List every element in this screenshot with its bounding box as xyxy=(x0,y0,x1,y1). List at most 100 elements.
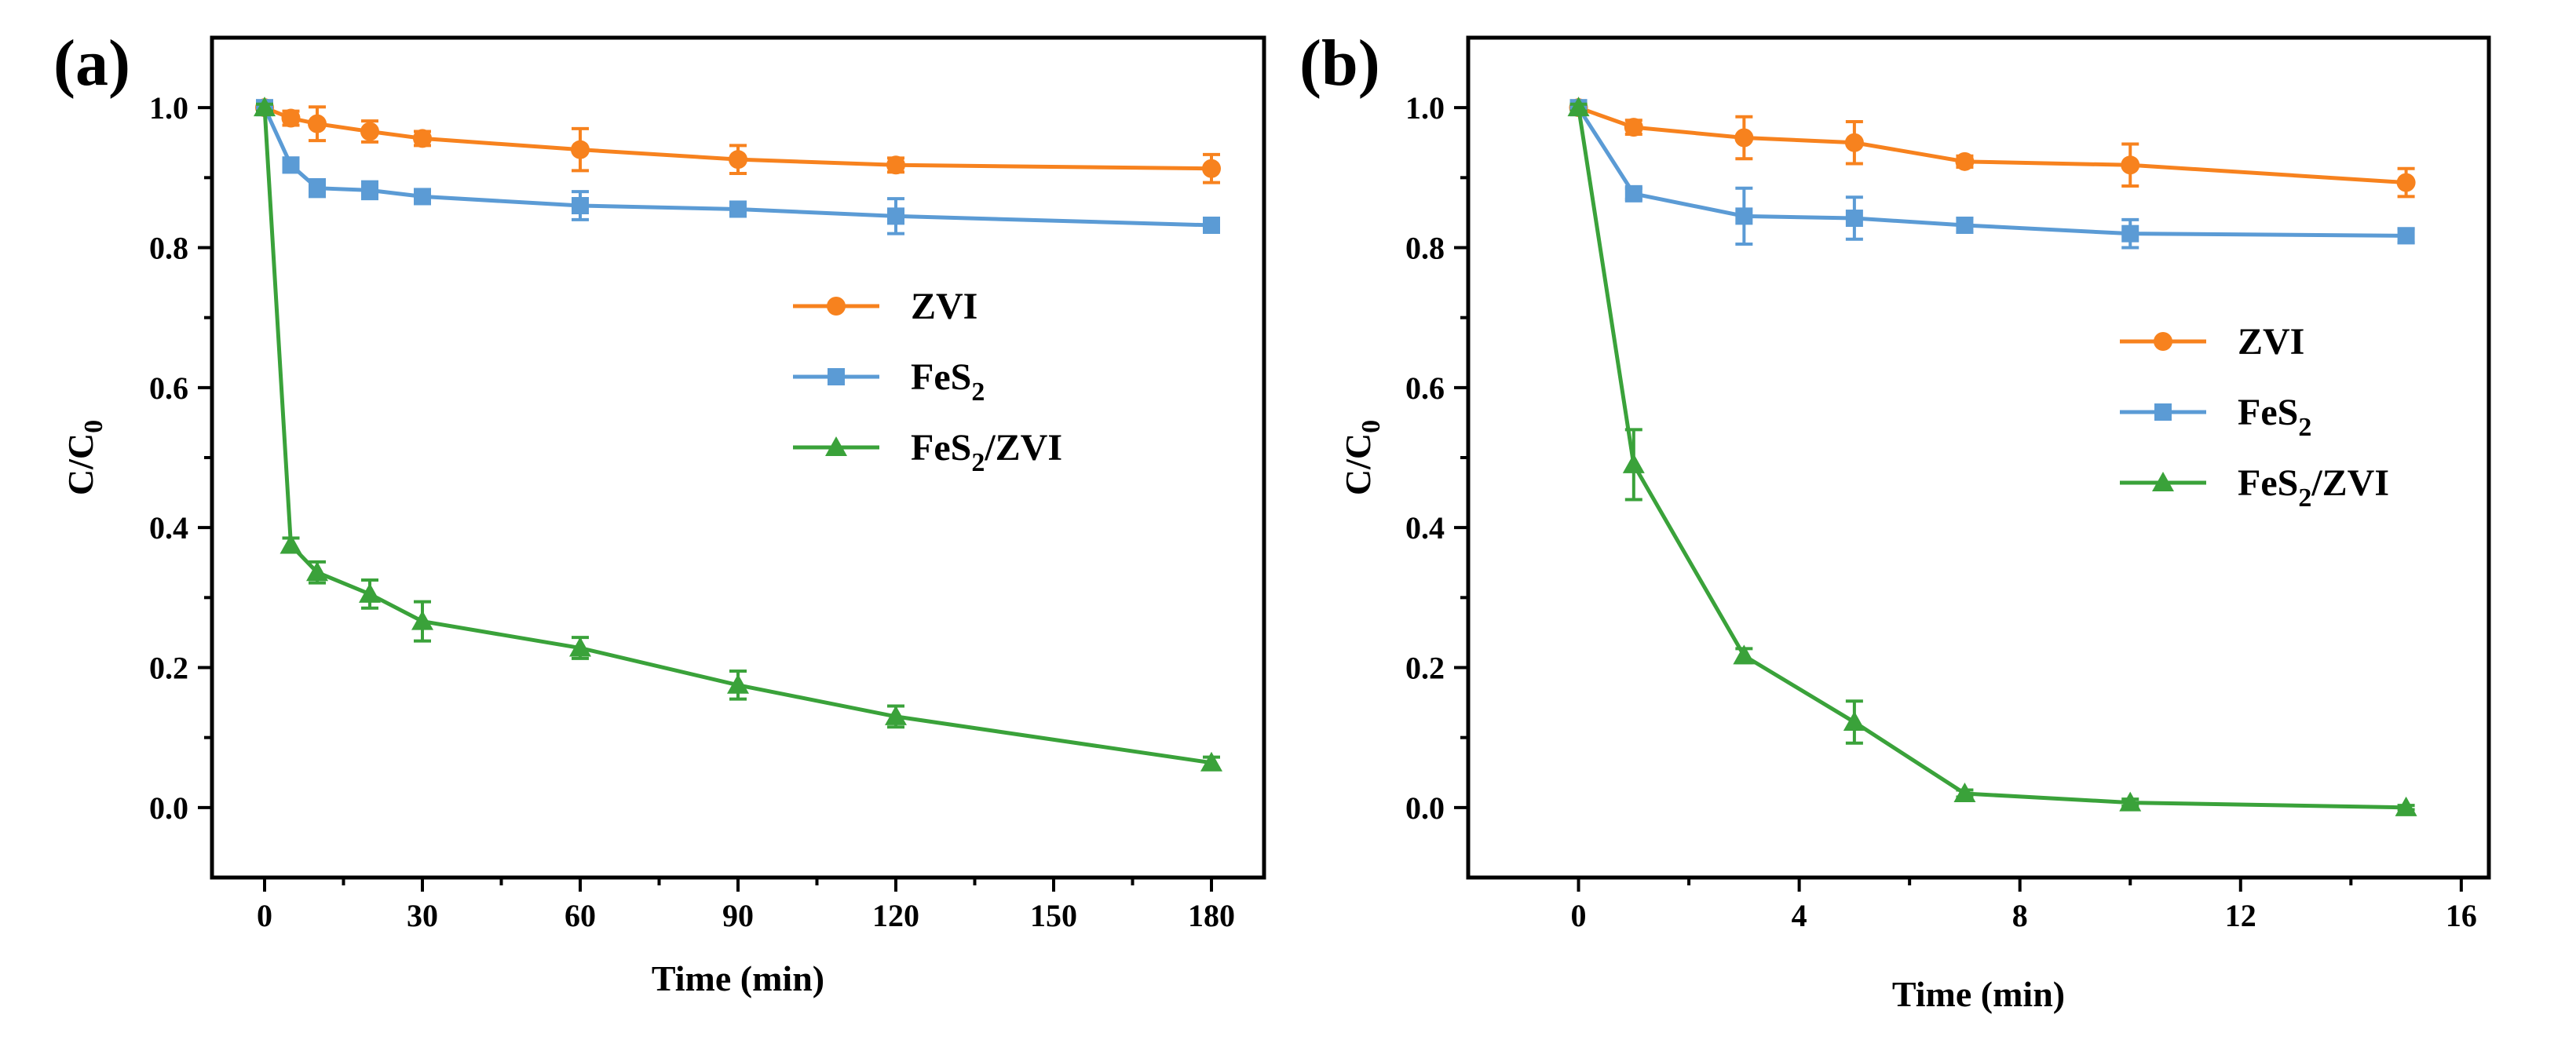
legend-name: FeS xyxy=(911,427,971,469)
panel-a-xtick-label: 150 xyxy=(1030,898,1077,933)
panel-a: (a) 0 30 60 90 120 150 180 0.0 0.2 0.4 0.6 0.8 1.0 T… xyxy=(53,27,1266,998)
panel-b-legend-item: ZVI xyxy=(2120,321,2304,363)
panel-a-data-point xyxy=(359,582,381,603)
panel-a-data-point xyxy=(308,114,327,133)
panel-a-ytick-label: 0.6 xyxy=(149,370,188,406)
panel-b-ylabel-main: C/C xyxy=(1338,433,1378,495)
legend-name-suffix: /ZVI xyxy=(984,427,1062,469)
panel-b-ytick-label: 1.0 xyxy=(1405,90,1445,126)
panel-a-ytick-label: 0.0 xyxy=(149,790,188,826)
panel-a-legend-item: FeS2/ZVI xyxy=(793,427,1062,477)
panel-a-legend-label: FeS2/ZVI xyxy=(911,427,1062,477)
panel-b-ytick-label: 0.4 xyxy=(1405,510,1445,546)
panel-b-xtick-label: 8 xyxy=(2012,898,2028,933)
panel-b-series-line xyxy=(1577,105,2406,185)
panel-b-series xyxy=(1567,97,2417,816)
panel-b-data-point xyxy=(2121,224,2139,243)
legend-name: FeS xyxy=(2238,392,2298,433)
panel-b-data-point xyxy=(1624,118,1643,137)
panel-a-ytick-label: 0.4 xyxy=(149,510,188,546)
panel-b-data-point xyxy=(1567,97,1590,117)
panel-a-xtick-label: 120 xyxy=(872,898,919,933)
panel-b-data-point xyxy=(2396,173,2416,192)
panel-b-legend-item: FeS2/ZVI xyxy=(2120,462,2389,513)
panel-b-ytick-label: 0.8 xyxy=(1405,231,1445,266)
panel-a-data-point xyxy=(1200,751,1222,772)
panel-b-data-point xyxy=(1845,210,1863,228)
panel-a-ticks xyxy=(198,106,1213,892)
panel-b-xtick-label: 4 xyxy=(1792,898,1807,933)
panel-a-xtick-label: 180 xyxy=(1188,898,1235,933)
panel-a-data-point xyxy=(1202,159,1221,178)
panel-b-label: (b) xyxy=(1299,27,1380,100)
panel-b-data-point xyxy=(1735,207,1753,225)
legend-name-sub: 2 xyxy=(971,448,985,477)
panel-a-data-point xyxy=(1203,216,1220,234)
panel-b: (b) 0 4 8 12 16 0.0 0.2 0.4 0.6 0.8 1.0 Time (min)… xyxy=(1299,27,2491,1014)
panel-b-legend-label: FeS2/ZVI xyxy=(2238,462,2389,513)
panel-a-data-point xyxy=(887,207,904,225)
panel-a-ylabel-main: C/C xyxy=(60,433,100,495)
panel-a-ylabel: C/C0 xyxy=(60,420,108,495)
panel-b-data-point xyxy=(1624,184,1642,203)
legend-name: ZVI xyxy=(911,286,977,327)
panel-b-ytick-label: 0.6 xyxy=(1405,370,1445,406)
panel-b-series-0 xyxy=(1569,98,2416,199)
panel-a-data-point xyxy=(411,610,433,630)
panel-a-ytick-label: 1.0 xyxy=(149,90,188,126)
panel-b-data-point xyxy=(1953,783,1976,802)
panel-a-ytick-label: 0.8 xyxy=(149,231,188,266)
panel-b-legend-label: FeS2 xyxy=(2238,392,2311,442)
panel-a-xtick-label: 0 xyxy=(257,898,272,933)
panel-a-data-point xyxy=(414,188,431,206)
panel-a-data-point xyxy=(360,122,379,141)
panel-a-data-point xyxy=(569,637,591,657)
panel-b-ytick-label: 0.0 xyxy=(1405,790,1445,826)
panel-b-legend-marker xyxy=(2154,403,2172,421)
panel-a-data-point xyxy=(282,156,300,174)
panel-a-label: (a) xyxy=(53,27,130,100)
panel-a-tick-labels: 0 30 60 90 120 150 180 0.0 0.2 0.4 0.6 0.8 1.0 xyxy=(149,90,1235,933)
legend-name: ZVI xyxy=(2238,321,2304,363)
legend-name: FeS xyxy=(911,356,971,398)
panel-b-data-point xyxy=(1733,644,1756,665)
panel-b-data-point xyxy=(1955,151,1975,171)
panel-a-ytick-label: 0.2 xyxy=(149,651,188,686)
panel-a-data-point xyxy=(361,181,378,199)
panel-a-data-point xyxy=(280,534,302,554)
panel-a-data-point xyxy=(729,150,747,170)
panel-b-legend-item: FeS2 xyxy=(2120,392,2311,442)
panel-a-data-point xyxy=(886,155,905,175)
legend-name-suffix: /ZVI xyxy=(2311,462,2389,504)
panel-b-ylabel-sub: 0 xyxy=(1357,420,1386,433)
panel-b-data-point xyxy=(2121,155,2140,175)
panel-a-ylabel-sub: 0 xyxy=(79,420,108,433)
panel-b-xtick-label: 16 xyxy=(2446,898,2477,933)
panel-a-legend-label: ZVI xyxy=(911,286,977,327)
panel-b-legend-label: ZVI xyxy=(2238,321,2304,363)
panel-b-ticks xyxy=(1454,106,2463,892)
panel-a-xlabel: Time (min) xyxy=(652,958,824,998)
panel-b-xtick-label: 12 xyxy=(2225,898,2256,933)
panel-b-data-point xyxy=(2395,796,2417,816)
panel-a-xtick-label: 60 xyxy=(565,898,596,933)
panel-b-legend-marker xyxy=(2152,472,2174,491)
panel-b-ytick-label: 0.2 xyxy=(1405,651,1445,686)
panel-a-legend-marker xyxy=(828,368,845,385)
panel-a-legend-item: ZVI xyxy=(793,286,977,327)
panel-a-legend-marker xyxy=(827,297,846,316)
panel-a-data-point xyxy=(309,179,326,197)
panel-b-xtick-label: 0 xyxy=(1571,898,1587,933)
panel-b-ylabel: C/C0 xyxy=(1338,420,1386,495)
panel-a-series xyxy=(254,97,1222,772)
panel-a-legend-label: FeS2 xyxy=(911,356,985,407)
panel-a-data-point xyxy=(306,561,328,582)
panel-a-legend-marker xyxy=(825,436,847,456)
panel-a-data-point xyxy=(729,200,747,218)
panel-b-data-point xyxy=(1622,453,1645,473)
panel-a-data-point xyxy=(571,140,590,159)
panel-a-series-0 xyxy=(255,98,1221,184)
panel-b-data-point xyxy=(2397,227,2415,245)
